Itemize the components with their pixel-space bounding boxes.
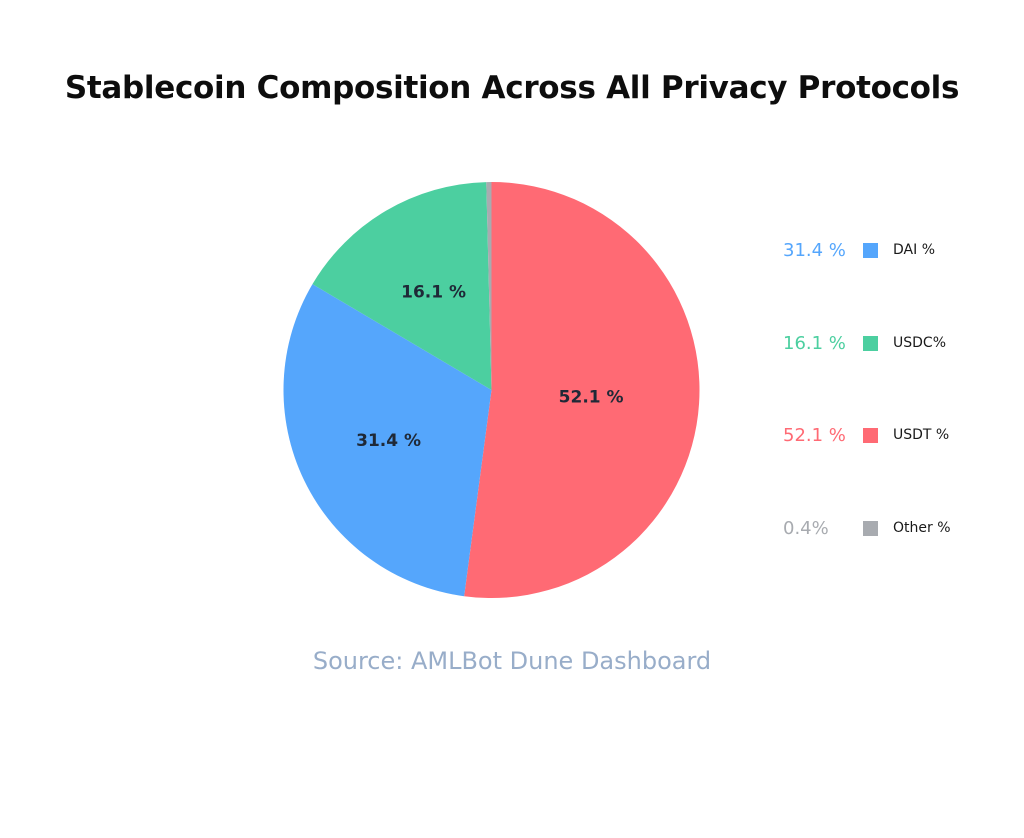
- legend-label: USDT %: [893, 427, 950, 443]
- legend-label: USDC%: [893, 335, 946, 351]
- legend-value: 16.1 %: [783, 333, 846, 354]
- chart-title: Stablecoin Composition Across All Privac…: [64, 70, 960, 106]
- legend-value: 31.4 %: [783, 240, 846, 261]
- legend-value: 0.4%: [783, 518, 829, 539]
- slice-data-label: 52.1 %: [559, 388, 624, 408]
- pie-slice-usdc: [312, 182, 492, 390]
- pie-slice-usdt: [464, 182, 700, 598]
- source-caption: Source: AMLBot Dune Dashboard: [312, 647, 712, 675]
- legend-swatch: [863, 428, 878, 443]
- slice-data-label: 31.4 %: [356, 431, 421, 451]
- pie-slice-dai: [283, 284, 492, 597]
- slice-data-label: 16.1 %: [401, 282, 466, 302]
- legend-swatch: [863, 336, 878, 351]
- legend-swatch: [863, 521, 878, 536]
- legend-value: 52.1 %: [783, 425, 846, 446]
- legend-swatch: [863, 243, 878, 258]
- legend-label: DAI %: [893, 242, 935, 258]
- pie-slice-other: [486, 182, 492, 390]
- legend-label: Other %: [893, 520, 951, 536]
